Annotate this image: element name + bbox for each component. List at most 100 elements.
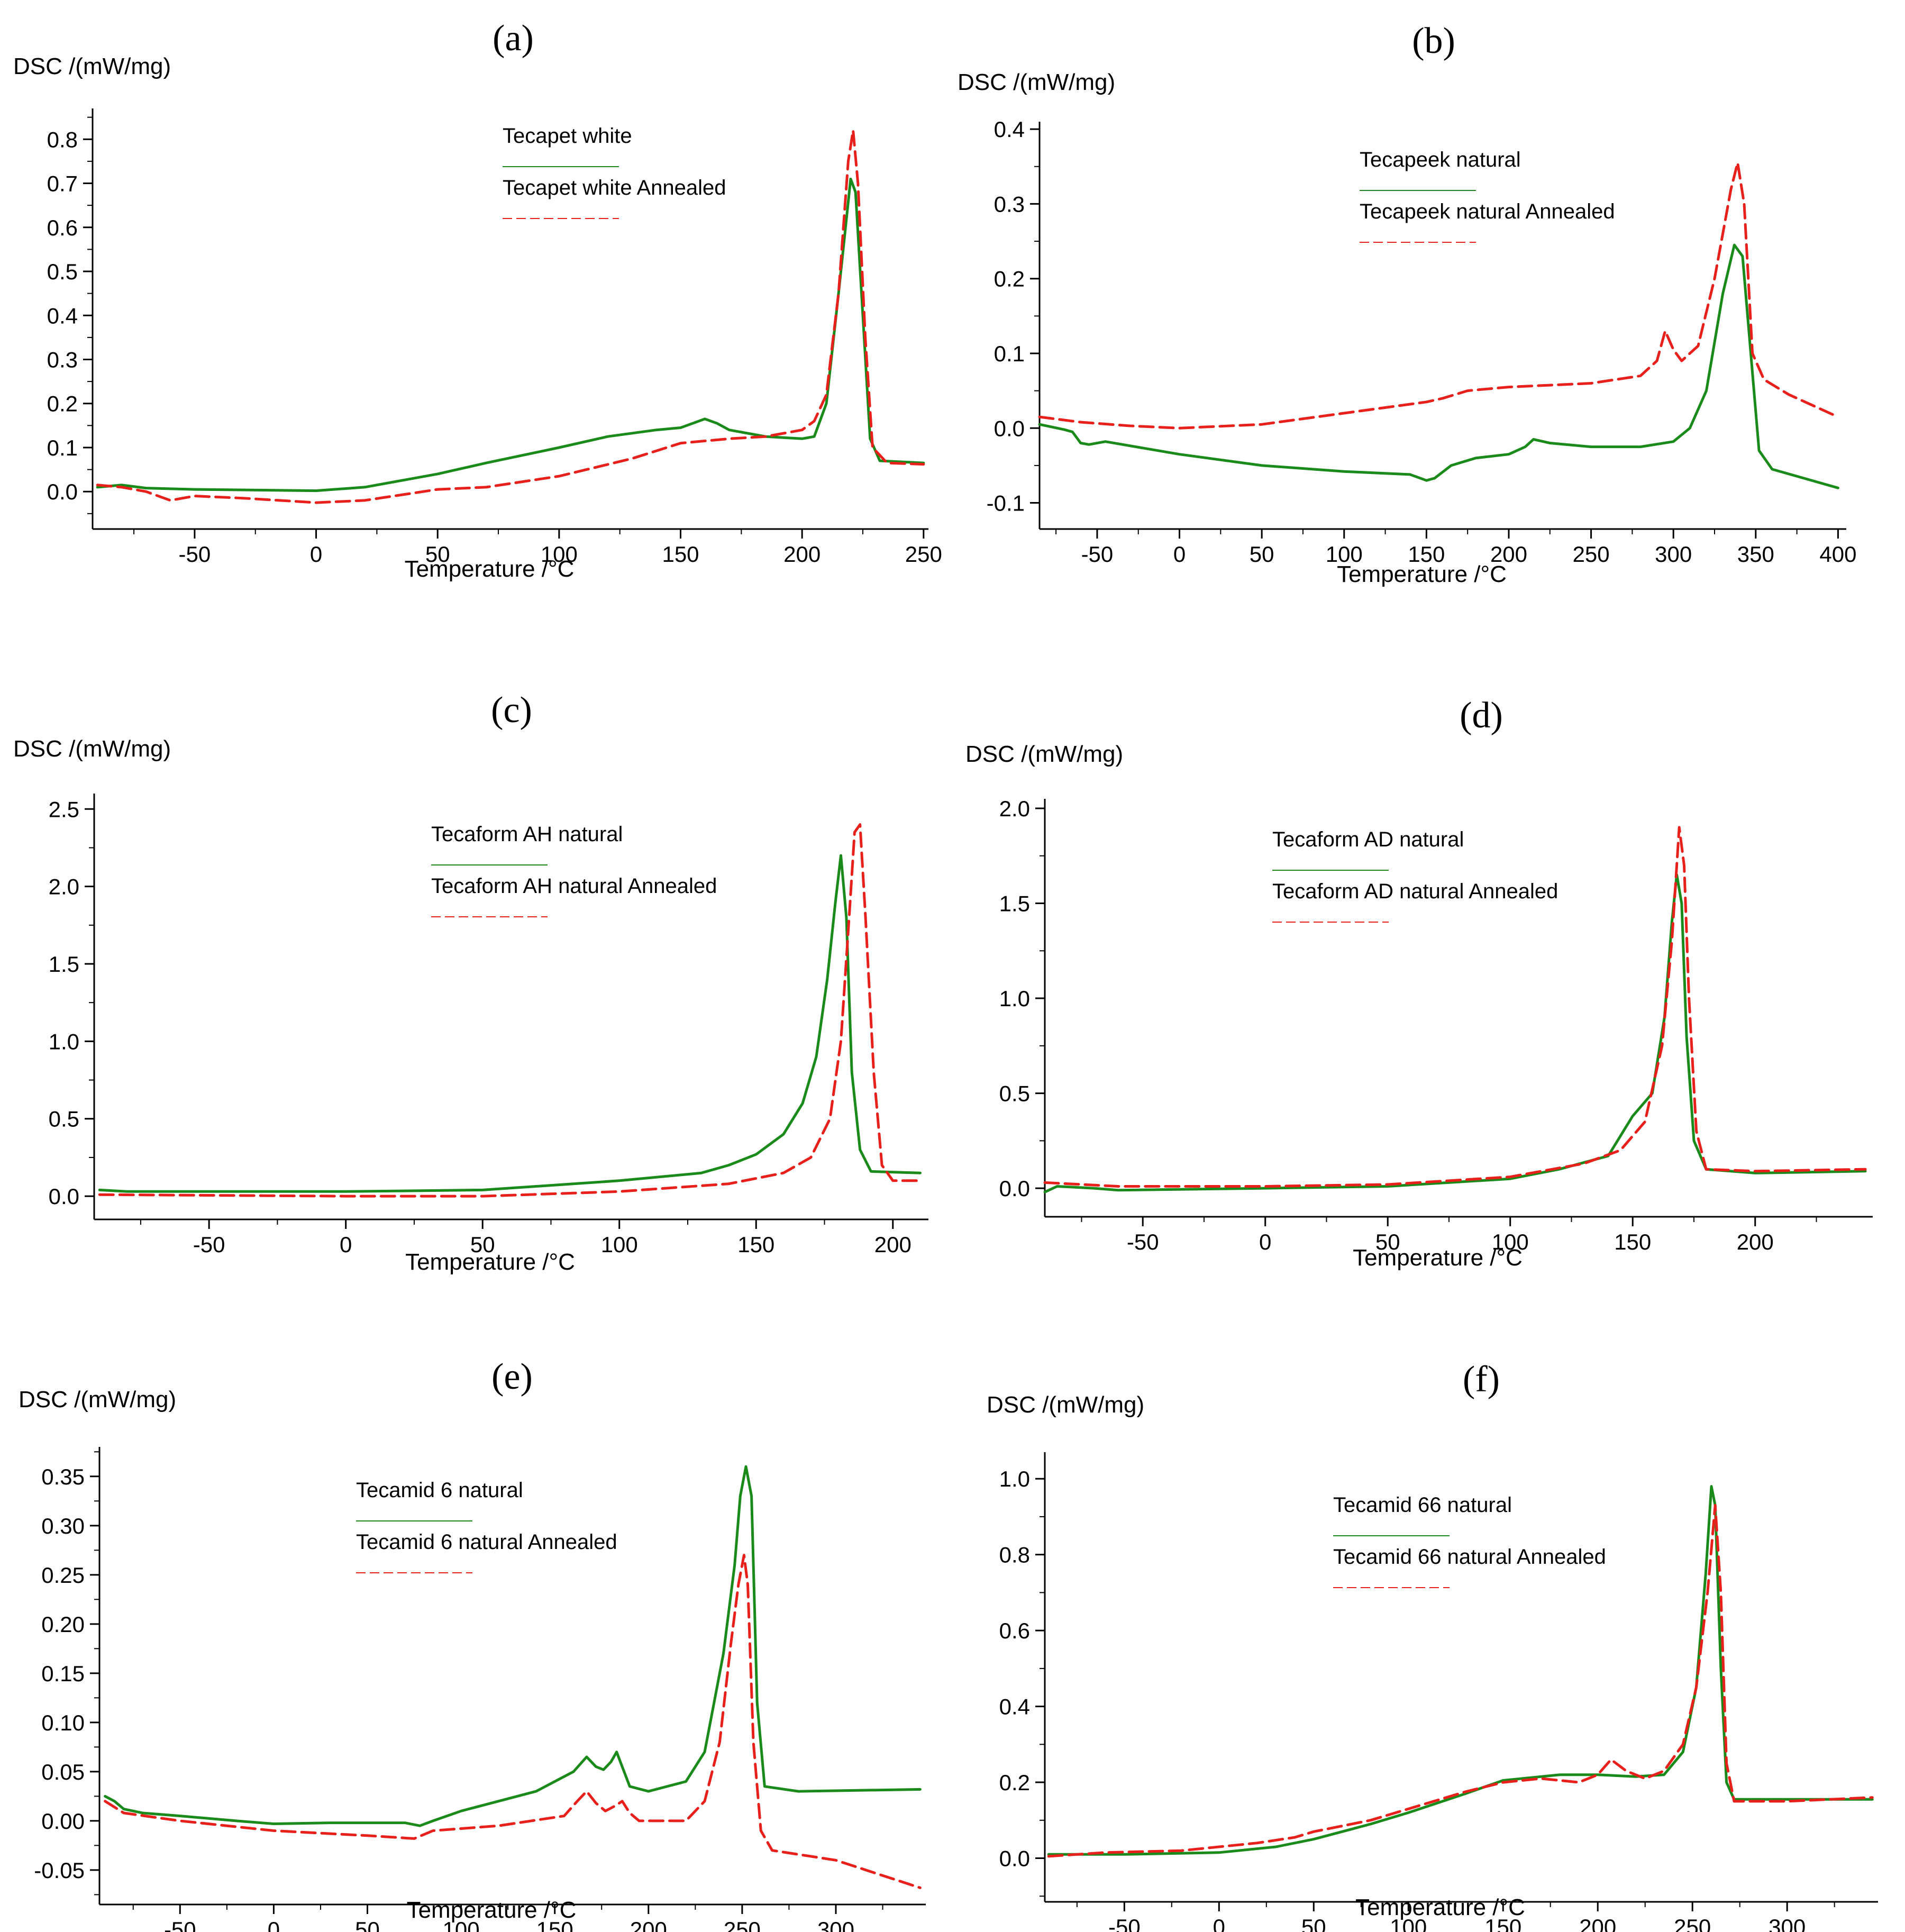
x-axis-label: Temperature /°C (1337, 561, 1507, 587)
x-axis-label: Temperature /°C (405, 1249, 575, 1275)
legend-label: Tecamid 6 natural Annealed (356, 1530, 617, 1554)
panel-label: (b) (1412, 21, 1455, 61)
y-tick-label: 2.5 (49, 797, 79, 822)
y-tick-label: 0.15 (41, 1661, 85, 1686)
series-line-natural (1047, 1485, 1874, 1856)
y-tick-label: 2.0 (49, 874, 79, 899)
y-tick-label: 0.2 (994, 267, 1025, 291)
y-tick-label: 1.0 (999, 1466, 1030, 1491)
x-tick-label: 100 (443, 1917, 480, 1932)
x-tick-label: -50 (1127, 1229, 1159, 1254)
y-tick-label: 0.4 (999, 1694, 1030, 1719)
x-tick-label: 250 (1573, 542, 1610, 567)
x-tick-label: 150 (662, 542, 699, 567)
y-tick-label: 0.2 (999, 1770, 1030, 1795)
x-tick-label: 200 (630, 1917, 667, 1932)
legend-label: Tecaform AH natural (431, 823, 623, 846)
y-tick-label: 1.5 (999, 891, 1030, 916)
x-tick-label: 150 (737, 1232, 774, 1257)
y-tick-label: 0.0 (999, 1176, 1030, 1201)
panel-label: (c) (491, 690, 532, 731)
y-tick-label: 0.20 (41, 1612, 85, 1637)
x-tick-label: 150 (536, 1917, 573, 1932)
y-tick-label: 0.5 (47, 259, 78, 284)
legend-label: Tecapet white Annealed (503, 176, 726, 199)
chart-panel-6: (f) DSC /(mW/mg) -50 0 50 100 150 200 250 300 0.0 0… (987, 1359, 1878, 1932)
x-tick-label: 50 (470, 1232, 495, 1257)
x-tick-label: -50 (179, 542, 211, 567)
y-tick-label: 0.0 (49, 1184, 79, 1209)
y-tick-label: 0.0 (994, 416, 1025, 441)
x-tick-label: 300 (817, 1917, 854, 1932)
series-line-annealed (96, 129, 925, 504)
x-tick-label: 0 (268, 1917, 280, 1932)
x-tick-label: 300 (1655, 542, 1692, 567)
y-tick-label: 0.3 (47, 348, 78, 372)
x-axis-label: Temperature /°C (1353, 1245, 1523, 1271)
y-tick-label: 1.0 (999, 986, 1030, 1011)
x-tick-label: 200 (783, 542, 821, 567)
y-tick-label: 0.10 (41, 1710, 85, 1735)
x-tick-label: 100 (1326, 542, 1363, 567)
chart-panel-2: (b) DSC /(mW/mg) -50 0 50 100 150 200 250 300 350 4… (958, 21, 1856, 587)
x-tick-label: 200 (874, 1232, 912, 1257)
y-axis-label: DSC /(mW/mg) (958, 69, 1115, 95)
series-line-annealed (104, 1554, 922, 1889)
chart-panel-4: (d) DSC /(mW/mg) -50 0 50 100 150 200 0.0 0.5 1.0 1… (965, 695, 1873, 1271)
series-line-natural (96, 177, 925, 493)
series-line-natural (104, 1465, 922, 1827)
y-axis-label: DSC /(mW/mg) (13, 736, 171, 762)
panel-label: (f) (1463, 1359, 1500, 1400)
legend-label: Tecaform AD natural (1272, 828, 1464, 851)
y-tick-label: 0.05 (41, 1760, 85, 1784)
x-tick-label: 100 (1492, 1229, 1529, 1254)
y-tick-label: 0.0 (47, 479, 78, 504)
y-tick-label: 1.0 (49, 1029, 79, 1054)
series-line-natural (1038, 243, 1839, 489)
series-line-annealed (98, 823, 922, 1198)
y-tick-label: 0.8 (999, 1543, 1030, 1568)
x-tick-label: -50 (193, 1232, 225, 1257)
y-tick-label: 1.5 (49, 952, 79, 977)
y-tick-label: 0.35 (41, 1464, 85, 1489)
x-tick-label: 200 (1490, 542, 1527, 567)
panel-label: (d) (1460, 695, 1503, 736)
y-axis-label: DSC /(mW/mg) (13, 53, 171, 79)
chart-panel-3: (c) DSC /(mW/mg) -50 0 50 100 150 200 0.0 0.5 1.0 1… (13, 690, 928, 1275)
y-tick-label: 0.3 (994, 192, 1025, 216)
x-tick-label: 100 (541, 542, 578, 567)
x-tick-label: 50 (1301, 1915, 1326, 1932)
x-tick-label: 100 (1390, 1915, 1427, 1932)
legend-label: Tecamid 6 natural (356, 1479, 523, 1502)
legend-label: Tecaform AH natural Annealed (431, 874, 717, 898)
x-tick-label: 250 (905, 542, 942, 567)
y-tick-label: 0.8 (47, 127, 78, 152)
x-tick-label: 50 (425, 542, 450, 567)
x-tick-label: 150 (1408, 542, 1445, 567)
x-tick-label: 250 (724, 1917, 761, 1932)
y-tick-label: 0.4 (994, 117, 1025, 142)
legend-label: Tecapet white (503, 124, 632, 148)
x-tick-label: 150 (1614, 1229, 1651, 1254)
legend-label: Tecapeek natural (1360, 148, 1521, 171)
x-tick-label: -50 (1081, 542, 1114, 567)
y-tick-label: 0.00 (41, 1809, 85, 1834)
x-tick-label: 0 (340, 1232, 352, 1257)
x-tick-label: 400 (1819, 542, 1856, 567)
series-line-natural (1043, 873, 1867, 1193)
x-axis-label: Temperature /°C (1355, 1894, 1525, 1920)
y-axis-label: DSC /(mW/mg) (19, 1387, 176, 1412)
x-tick-label: 50 (1250, 542, 1274, 567)
y-tick-label: 0.30 (41, 1514, 85, 1538)
x-axis-label: Temperature /°C (407, 1897, 577, 1923)
y-tick-label: -0.1 (987, 491, 1025, 516)
chart-panel-1: (a) DSC /(mW/mg) -50 0 50 100 150 200 250 0.0 0.1 0… (13, 18, 942, 582)
x-tick-label: 0 (310, 542, 322, 567)
legend-label: Tecamid 66 natural (1333, 1493, 1512, 1517)
series-line-annealed (1038, 161, 1839, 430)
x-tick-label: -50 (1108, 1915, 1141, 1932)
series-line-annealed (1047, 1503, 1874, 1858)
x-tick-label: 350 (1737, 542, 1774, 567)
x-tick-label: 0 (1259, 1229, 1271, 1254)
y-tick-label: 0.5 (999, 1081, 1030, 1106)
